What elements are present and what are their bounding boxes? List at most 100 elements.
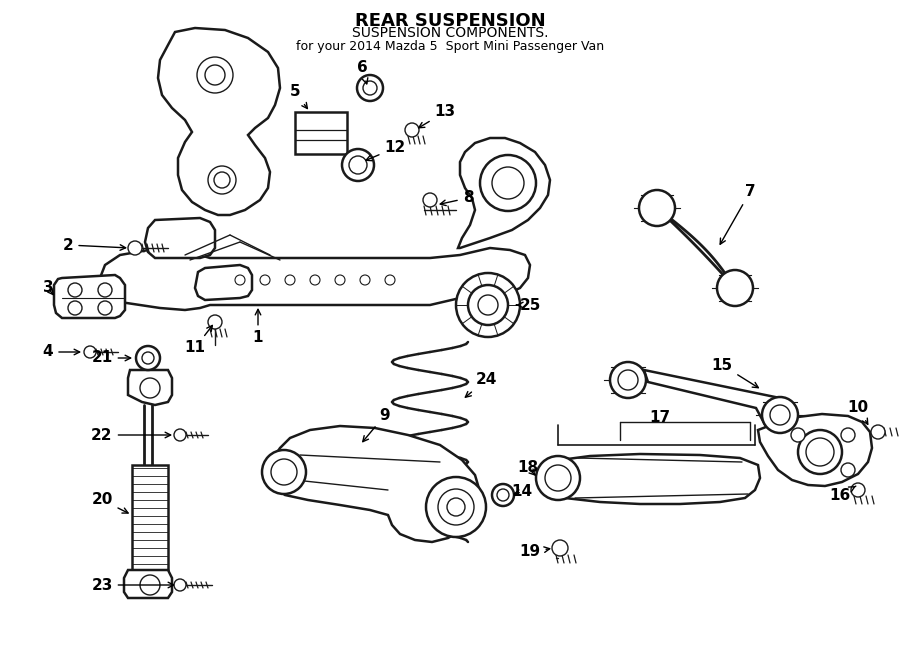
Text: 21: 21 — [92, 350, 130, 366]
Circle shape — [174, 429, 186, 441]
Polygon shape — [145, 218, 215, 258]
Circle shape — [798, 430, 842, 474]
Circle shape — [349, 156, 367, 174]
Text: 19: 19 — [519, 545, 550, 559]
Circle shape — [480, 155, 536, 211]
Circle shape — [545, 465, 571, 491]
Text: 4: 4 — [42, 344, 80, 360]
Circle shape — [235, 275, 245, 285]
Circle shape — [423, 193, 437, 207]
Circle shape — [478, 295, 498, 315]
Circle shape — [770, 405, 790, 425]
Text: 11: 11 — [184, 325, 212, 356]
Circle shape — [357, 75, 383, 101]
Text: for your 2014 Mazda 5  Sport Mini Passenger Van: for your 2014 Mazda 5 Sport Mini Passeng… — [296, 40, 604, 53]
Text: 17: 17 — [650, 410, 670, 426]
Circle shape — [468, 285, 508, 325]
Circle shape — [142, 352, 154, 364]
Circle shape — [405, 123, 419, 137]
Text: 13: 13 — [418, 104, 455, 128]
Circle shape — [208, 315, 222, 329]
Polygon shape — [758, 414, 872, 486]
Text: SUSPENSION COMPONENTS.: SUSPENSION COMPONENTS. — [352, 26, 548, 40]
Circle shape — [497, 489, 509, 501]
Circle shape — [342, 149, 374, 181]
Circle shape — [841, 463, 855, 477]
Circle shape — [197, 57, 233, 93]
Circle shape — [385, 275, 395, 285]
Text: 20: 20 — [91, 492, 128, 513]
Text: 7: 7 — [720, 184, 755, 244]
Circle shape — [68, 283, 82, 297]
Circle shape — [335, 275, 345, 285]
Circle shape — [68, 301, 82, 315]
Bar — [295, 112, 347, 154]
Circle shape — [447, 498, 465, 516]
Circle shape — [174, 579, 186, 591]
Circle shape — [806, 438, 834, 466]
Circle shape — [360, 275, 370, 285]
Text: 16: 16 — [830, 486, 856, 502]
Circle shape — [262, 450, 306, 494]
Circle shape — [271, 459, 297, 485]
Polygon shape — [644, 370, 790, 434]
Bar — [132, 465, 168, 570]
Text: 23: 23 — [91, 578, 174, 592]
Circle shape — [214, 172, 230, 188]
Text: 1: 1 — [253, 309, 263, 346]
Text: 24: 24 — [465, 373, 497, 397]
Circle shape — [140, 575, 160, 595]
Circle shape — [492, 167, 524, 199]
Polygon shape — [128, 370, 172, 405]
Circle shape — [456, 273, 520, 337]
Circle shape — [98, 283, 112, 297]
Circle shape — [426, 477, 486, 537]
Text: 9: 9 — [363, 407, 391, 442]
Text: 12: 12 — [366, 141, 406, 161]
Circle shape — [618, 370, 638, 390]
Polygon shape — [158, 28, 280, 215]
Circle shape — [492, 484, 514, 506]
Circle shape — [136, 346, 160, 370]
Circle shape — [310, 275, 320, 285]
Text: 2: 2 — [63, 237, 126, 253]
Text: 8: 8 — [440, 190, 473, 206]
Polygon shape — [54, 275, 125, 318]
Circle shape — [438, 489, 474, 525]
Polygon shape — [458, 138, 550, 248]
Circle shape — [205, 65, 225, 85]
Text: 3: 3 — [42, 280, 53, 295]
Polygon shape — [195, 265, 252, 300]
Circle shape — [552, 540, 568, 556]
Text: 18: 18 — [518, 461, 538, 475]
Circle shape — [128, 241, 142, 255]
Circle shape — [84, 346, 96, 358]
Text: 5: 5 — [290, 85, 308, 108]
Text: 6: 6 — [356, 61, 368, 84]
Circle shape — [363, 81, 377, 95]
Circle shape — [762, 397, 798, 433]
Polygon shape — [100, 248, 530, 310]
Text: 22: 22 — [91, 428, 171, 442]
Circle shape — [851, 483, 865, 497]
Circle shape — [639, 190, 675, 226]
Text: 14: 14 — [511, 485, 533, 500]
Text: REAR SUSPENSION: REAR SUSPENSION — [355, 12, 545, 30]
Text: 15: 15 — [711, 358, 759, 388]
Circle shape — [98, 301, 112, 315]
Circle shape — [841, 428, 855, 442]
Text: 25: 25 — [517, 297, 541, 313]
Polygon shape — [268, 426, 480, 542]
Circle shape — [791, 428, 805, 442]
Circle shape — [285, 275, 295, 285]
Circle shape — [871, 425, 885, 439]
Polygon shape — [124, 570, 172, 598]
Circle shape — [260, 275, 270, 285]
Circle shape — [536, 456, 580, 500]
Circle shape — [717, 270, 753, 306]
Circle shape — [610, 362, 646, 398]
Polygon shape — [542, 454, 760, 504]
Circle shape — [140, 378, 160, 398]
Circle shape — [208, 166, 236, 194]
Text: 10: 10 — [848, 401, 868, 424]
